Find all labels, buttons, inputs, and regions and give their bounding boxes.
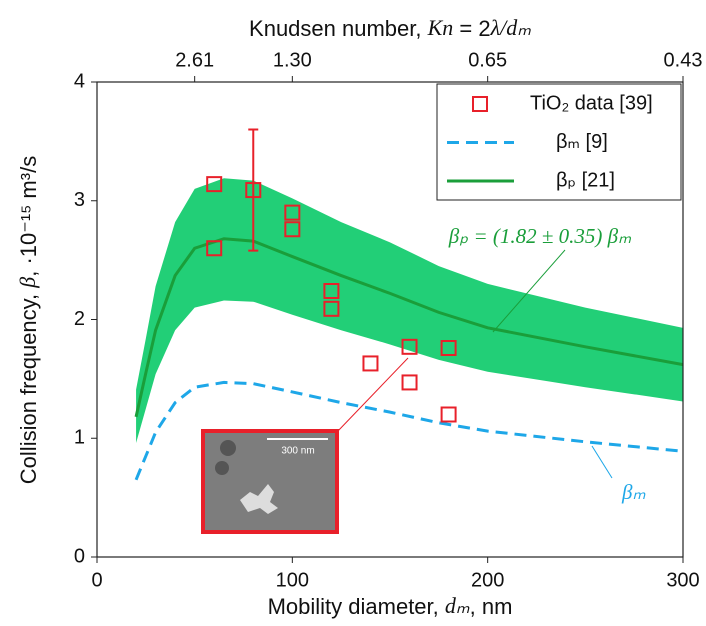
inset-particle [215,461,229,475]
data-point [206,240,223,257]
data-point [401,374,418,391]
data-point [440,406,457,423]
x2-tick-label: 0.43 [664,49,703,71]
y-tick-label: 3 [74,189,85,211]
data-point [284,204,301,221]
beta-m-pointer [591,445,613,479]
x2-axis-label: Knudsen number, Kn = 2λ/dₘ [249,15,531,41]
x2-tick-label: 0.65 [468,49,507,71]
x-tick-label: 0 [91,569,102,591]
x2-tick-label: 1.30 [273,49,312,71]
x2-tick-label: 2.61 [175,49,214,71]
inset-aggregate [240,484,278,514]
y-tick-label: 4 [74,70,85,92]
data-point [245,182,262,199]
inset-image: 300 nm [201,429,339,534]
data-point [323,283,340,299]
y-tick-label: 1 [74,427,85,449]
data-point [440,340,457,356]
confidence-band [136,178,684,443]
fit-annotation: βₚ = (1.82 ± 0.35) βₘ [448,224,632,248]
data-point [362,355,379,372]
legend: TiO₂ data [39] βₘ [9] βₚ [21] [436,83,682,201]
data-point [206,176,223,193]
scale-bar-label: 300 nm [281,446,314,457]
data-point [284,221,301,238]
beta-m-annotation: βₘ [621,480,646,504]
y-tick-label: 0 [74,545,85,567]
data-point [401,338,418,355]
x-tick-label: 300 [666,569,699,591]
fit-pointer [492,249,566,333]
legend-label: βₘ [9] [556,131,608,153]
inset-particle [220,440,236,456]
data-point [323,300,340,317]
curve [134,237,684,418]
legend-marker [472,96,488,112]
y-axis-label: Collision frequency, β, ·10⁻¹⁵ m³/s [15,156,41,484]
x-tick-label: 100 [276,569,309,591]
curve [134,380,684,481]
x-tick-label: 200 [471,569,504,591]
legend-label: TiO₂ data [39] [530,92,653,114]
x-axis-label: Mobility diameter, dₘ, nm [268,593,513,619]
inset-pointer [336,357,409,433]
y-tick-label: 2 [74,308,85,330]
legend-label: βₚ [21] [556,169,615,191]
